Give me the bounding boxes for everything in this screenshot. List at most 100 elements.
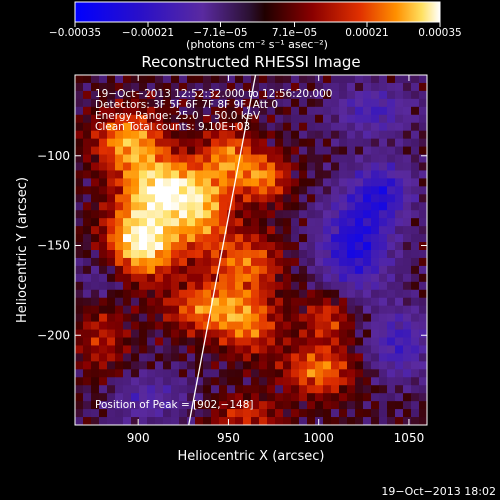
heatmap-cell	[323, 154, 332, 164]
heatmap-cell	[299, 281, 308, 291]
heatmap-cell	[323, 162, 332, 172]
heatmap-cell	[179, 273, 188, 283]
heatmap-cell	[203, 281, 212, 291]
heatmap-cell	[243, 75, 252, 84]
heatmap-cell	[315, 345, 324, 354]
heatmap-cell	[131, 321, 140, 331]
heatmap-cell	[355, 353, 364, 362]
heatmap-cell	[379, 90, 388, 100]
heatmap-cell	[387, 114, 396, 124]
heatmap-cell	[259, 90, 268, 100]
heatmap-cell	[331, 154, 340, 164]
heatmap-cell	[131, 313, 140, 323]
heatmap-cell	[323, 297, 332, 307]
heatmap-cell	[395, 162, 404, 172]
heatmap-cell	[91, 345, 100, 354]
heatmap-cell	[371, 377, 380, 386]
heatmap-cell	[363, 138, 372, 148]
heatmap-cell	[275, 114, 284, 124]
heatmap-cell	[219, 361, 228, 370]
heatmap-cell	[155, 385, 164, 394]
heatmap-cell	[379, 377, 388, 386]
heatmap-cell	[99, 90, 108, 100]
heatmap-cell	[243, 329, 252, 339]
heatmap-cell	[75, 226, 84, 235]
heatmap-cell	[163, 265, 172, 275]
heatmap-cell	[387, 345, 396, 354]
heatmap-cell	[323, 377, 332, 386]
heatmap-cell	[163, 226, 172, 235]
heatmap-cell	[163, 170, 172, 179]
heatmap-cell	[139, 98, 148, 108]
heatmap-cell	[339, 401, 348, 410]
heatmap-cell	[187, 385, 196, 394]
heatmap-cell	[139, 321, 148, 331]
heatmap-cell	[339, 178, 348, 187]
heatmap-cell	[83, 218, 92, 227]
heatmap-cell	[171, 385, 180, 394]
heatmap-cell	[395, 170, 404, 179]
heatmap-cell	[163, 257, 172, 267]
heatmap-cell	[355, 242, 364, 251]
heatmap-cell	[107, 257, 116, 267]
heatmap-cell	[315, 305, 324, 315]
heatmap-cell	[283, 234, 292, 243]
heatmap-cell	[411, 289, 420, 299]
heatmap-cell	[251, 130, 260, 140]
heatmap-cell	[83, 186, 92, 195]
heatmap-cell	[419, 106, 427, 116]
heatmap-cell	[283, 273, 292, 283]
heatmap-cell	[123, 202, 132, 211]
heatmap-cell	[291, 218, 300, 227]
heatmap-cell	[75, 162, 84, 172]
heatmap-cell	[371, 162, 380, 172]
heatmap-cell	[323, 98, 332, 108]
heatmap-cell	[347, 297, 356, 307]
heatmap-cell	[99, 361, 108, 370]
heatmap-cell	[187, 234, 196, 243]
heatmap-cell	[219, 106, 228, 116]
heatmap-cell	[107, 82, 116, 92]
heatmap-cell	[259, 273, 268, 283]
heatmap-cell	[379, 98, 388, 108]
heatmap-cell	[211, 345, 220, 354]
heatmap-cell	[75, 98, 84, 108]
heatmap-cell	[363, 218, 372, 227]
heatmap-cell	[307, 337, 316, 347]
heatmap-cell	[323, 106, 332, 116]
heatmap-cell	[203, 257, 212, 267]
heatmap-cell	[299, 337, 308, 347]
heatmap-cell	[171, 313, 180, 323]
heatmap-cell	[347, 345, 356, 354]
colorbar-tick-label: −0.00035	[49, 27, 101, 39]
heatmap-cell	[339, 194, 348, 203]
heatmap-cell	[363, 90, 372, 100]
heatmap-cell	[419, 186, 427, 195]
heatmap-cell	[195, 98, 204, 108]
heatmap-cell	[251, 178, 260, 187]
heatmap-cell	[331, 122, 340, 132]
heatmap-cell	[395, 106, 404, 116]
heatmap-cell	[99, 234, 108, 243]
heatmap-cell	[139, 130, 148, 140]
heatmap-cell	[115, 257, 124, 267]
heatmap-cell	[91, 82, 100, 92]
heatmap-cell	[307, 401, 316, 410]
heatmap-cell	[187, 178, 196, 187]
heatmap-cell	[187, 369, 196, 378]
heatmap-cell	[211, 75, 220, 84]
heatmap-cell	[355, 409, 364, 418]
heatmap-cell	[91, 361, 100, 370]
heatmap-cell	[163, 409, 172, 418]
heatmap-cell	[243, 242, 252, 251]
heatmap-cell	[75, 154, 84, 164]
heatmap-cell	[275, 409, 284, 418]
heatmap-cell	[195, 265, 204, 275]
heatmap-cell	[395, 289, 404, 299]
heatmap-cell	[155, 281, 164, 291]
heatmap-cell	[379, 313, 388, 323]
heatmap-cell	[267, 234, 276, 243]
heatmap-cell	[419, 409, 427, 418]
heatmap-cell	[99, 377, 108, 386]
heatmap-cell	[283, 281, 292, 291]
